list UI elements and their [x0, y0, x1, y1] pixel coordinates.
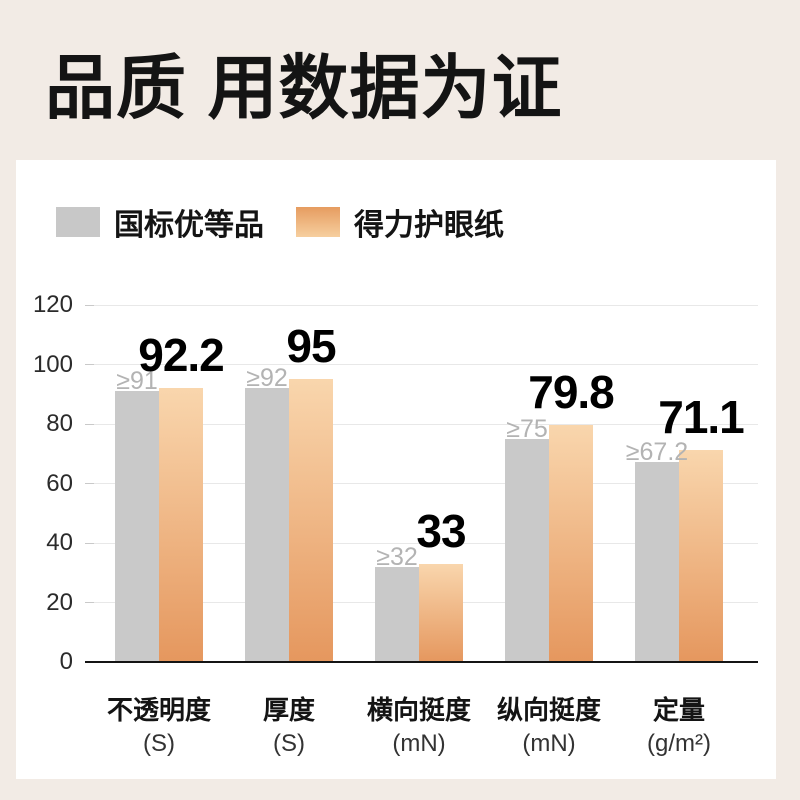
gridline	[85, 364, 758, 365]
y-tick-label: 20	[46, 588, 73, 616]
category-label: 纵向挺度 (mN)	[497, 690, 601, 758]
category-unit: (mN)	[392, 730, 446, 757]
bar-deli	[289, 379, 333, 662]
bar-standard	[115, 391, 159, 662]
category-label: 横向挺度 (mN)	[367, 690, 471, 758]
y-tick-label: 80	[46, 410, 73, 437]
plot-area: 0 20 40 60 80 100 120 ≥91 92.2 不透明度 (S) ≥92 95 厚度 (S) ≥…	[33, 291, 758, 757]
category-name: 纵向挺度	[496, 695, 602, 725]
gridline	[85, 483, 758, 484]
deli-value-label: 92.2	[138, 328, 225, 381]
bar-standard	[375, 566, 419, 662]
x-axis-line	[85, 661, 758, 663]
category-name: 定量	[652, 695, 706, 725]
bar-deli	[419, 563, 463, 662]
y-axis-tick	[85, 304, 94, 306]
chart-panel: 国标优等品 得力护眼纸 0 20 40 60 80 100 120 ≥91 92.2 不透明度 (S…	[16, 160, 776, 779]
deli-value-label: 71.1	[658, 391, 745, 444]
legend-label-deli: 得力护眼纸	[354, 209, 504, 242]
category-label: 不透明度 (S)	[107, 690, 211, 758]
standard-value-label: ≥67.2	[625, 438, 689, 467]
standard-value-label: ≥92	[246, 364, 288, 393]
standard-value-label: ≥91	[116, 367, 158, 396]
bar-deli	[159, 387, 203, 662]
y-tick-label: 40	[46, 529, 73, 556]
legend-swatch-gray	[56, 207, 100, 237]
standard-value-label: ≥32	[376, 542, 418, 571]
legend-swatch-orange	[296, 207, 340, 237]
gridline	[85, 542, 758, 544]
y-tick-label: 100	[32, 350, 73, 378]
y-axis-tick	[85, 542, 94, 544]
category-name: 横向挺度	[366, 695, 472, 725]
y-axis-tick	[85, 602, 94, 603]
bar-deli	[549, 424, 593, 662]
gridline	[85, 304, 758, 306]
category-unit: (S)	[142, 730, 175, 757]
bar-standard	[245, 388, 289, 662]
y-tick-label: 0	[59, 648, 73, 675]
category-unit: (S)	[272, 730, 305, 757]
y-axis-tick	[85, 423, 94, 425]
y-axis-tick	[85, 483, 94, 484]
y-axis-tick	[85, 364, 94, 365]
standard-value-label: ≥75	[506, 414, 548, 443]
category-label: 定量 (g/m²)	[647, 690, 711, 758]
category-name: 厚度	[262, 695, 316, 725]
deli-value-label: 33	[416, 504, 466, 557]
legend-item-standard: 国标优等品	[56, 200, 264, 244]
legend-label-standard: 国标优等品	[114, 209, 264, 242]
bar-standard	[635, 462, 679, 662]
bar-deli	[679, 450, 723, 662]
y-tick-label: 120	[32, 291, 73, 318]
category-unit: (mN)	[522, 730, 576, 757]
y-tick-label: 60	[46, 469, 73, 497]
gridline	[85, 423, 758, 425]
bar-standard	[505, 438, 549, 662]
deli-value-label: 95	[286, 320, 336, 373]
deli-value-label: 79.8	[528, 365, 615, 418]
category-label: 厚度 (S)	[263, 690, 315, 758]
category-unit: (g/m²)	[647, 730, 711, 757]
page-title: 品质 用数据为证	[45, 49, 563, 127]
legend-item-deli: 得力护眼纸	[296, 200, 504, 244]
category-name: 不透明度	[106, 695, 212, 725]
